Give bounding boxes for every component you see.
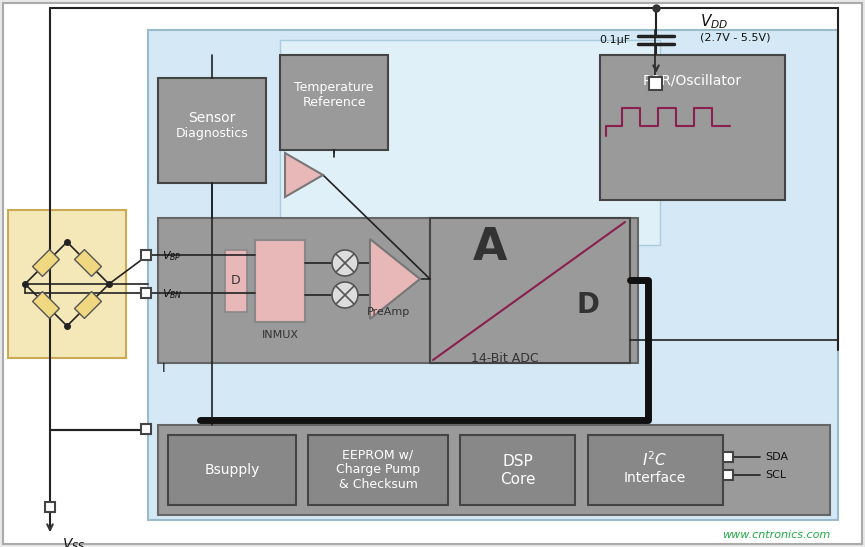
Text: I: I <box>162 362 165 375</box>
Circle shape <box>332 282 358 308</box>
Polygon shape <box>370 239 420 319</box>
Bar <box>460 435 575 505</box>
Bar <box>141 250 151 260</box>
Bar <box>225 250 247 312</box>
Polygon shape <box>33 292 60 318</box>
Text: 14-Bit ADC: 14-Bit ADC <box>471 352 539 365</box>
Polygon shape <box>285 153 323 197</box>
Text: SCL: SCL <box>765 470 786 480</box>
Text: POR/Oscillator: POR/Oscillator <box>643 73 741 87</box>
Text: PreAmp: PreAmp <box>367 307 410 317</box>
Bar <box>141 424 151 434</box>
Bar <box>280 55 388 150</box>
Text: www.cntronics.com: www.cntronics.com <box>721 530 830 540</box>
Text: Interface: Interface <box>624 471 686 485</box>
Text: $V_{BN}$: $V_{BN}$ <box>162 287 183 301</box>
Bar <box>148 30 838 520</box>
Text: Reference: Reference <box>302 96 366 109</box>
Polygon shape <box>74 292 101 318</box>
Bar <box>168 435 296 505</box>
Text: EEPROM w/: EEPROM w/ <box>343 449 413 462</box>
Text: A: A <box>473 226 507 270</box>
Bar <box>600 55 785 200</box>
Bar <box>430 218 630 363</box>
Bar <box>158 218 638 363</box>
Text: & Checksum: & Checksum <box>338 479 418 492</box>
Bar <box>158 425 830 515</box>
Bar <box>723 452 733 462</box>
Bar <box>723 470 733 480</box>
Bar <box>588 435 723 505</box>
Polygon shape <box>33 249 60 276</box>
Bar <box>141 288 151 298</box>
Text: INMUX: INMUX <box>261 330 298 340</box>
Bar <box>280 40 660 245</box>
Text: $I^2C$: $I^2C$ <box>642 451 668 469</box>
Text: Sensor: Sensor <box>189 111 235 125</box>
Bar <box>158 78 266 183</box>
Bar <box>308 435 448 505</box>
Text: Core: Core <box>500 473 535 487</box>
Text: SDA: SDA <box>765 452 788 462</box>
Bar <box>255 240 305 322</box>
Text: Diagnostics: Diagnostics <box>176 127 248 141</box>
Text: $V_{SS}$: $V_{SS}$ <box>62 537 86 547</box>
Bar <box>45 502 55 512</box>
Text: D: D <box>576 291 599 319</box>
Circle shape <box>332 250 358 276</box>
Text: Temperature: Temperature <box>294 82 374 95</box>
Text: $V_{BP}$: $V_{BP}$ <box>162 249 182 263</box>
Bar <box>649 77 662 90</box>
Text: 0.1μF: 0.1μF <box>599 35 630 45</box>
Text: Bsupply: Bsupply <box>204 463 260 477</box>
Polygon shape <box>74 249 101 276</box>
Text: D: D <box>231 275 240 288</box>
Text: DSP: DSP <box>503 455 534 469</box>
Text: Charge Pump: Charge Pump <box>336 463 420 476</box>
Text: $V_{DD}$: $V_{DD}$ <box>700 13 728 31</box>
Bar <box>8 210 126 358</box>
Text: (2.7V - 5.5V): (2.7V - 5.5V) <box>700 33 771 43</box>
